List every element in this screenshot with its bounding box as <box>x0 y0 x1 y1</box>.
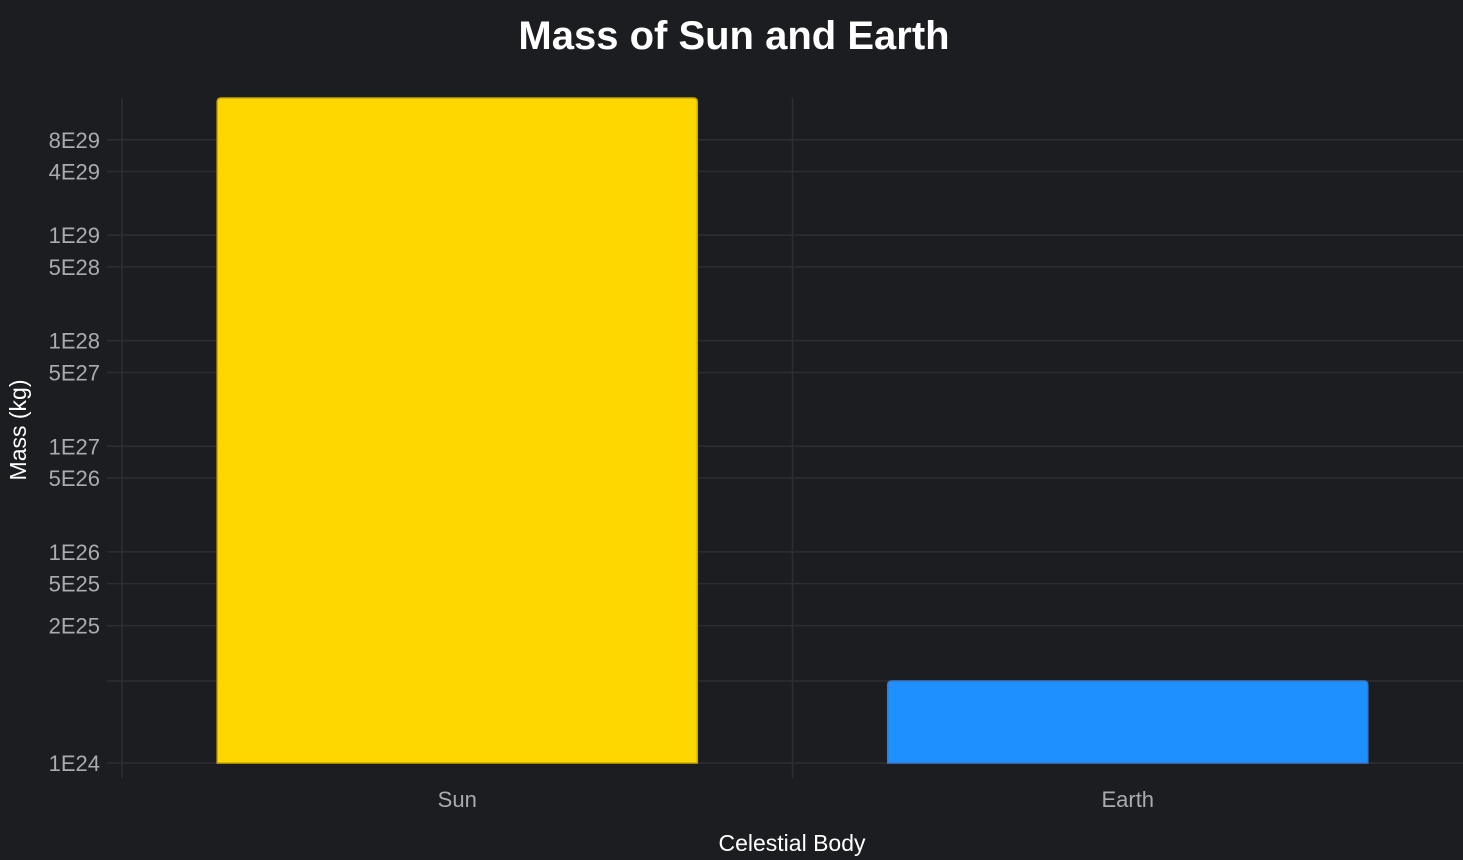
bar-sun <box>216 97 699 764</box>
y-tick-label: 1E24 <box>49 751 100 776</box>
y-tick-label: 1E28 <box>49 329 100 354</box>
y-axis-title: Mass (kg) <box>5 380 31 481</box>
bar-layer <box>216 97 1369 764</box>
x-tick-label: Earth <box>1101 787 1154 812</box>
x-axis-title: Celestial Body <box>718 830 866 856</box>
bar-earth <box>886 680 1369 764</box>
y-tick-label: 5E27 <box>49 360 100 385</box>
tick-layer: 1E24 2E25 5E25 1E26 5E26 1E27 5E27 1E28 5E28 1E29… <box>49 128 1154 812</box>
y-tick-label: 1E29 <box>49 223 100 248</box>
y-tick-label: 5E25 <box>49 572 100 597</box>
y-tick-label: 8E29 <box>49 128 100 153</box>
y-tick-label: 1E27 <box>49 434 100 459</box>
y-tick-label: 5E28 <box>49 255 100 280</box>
y-tick-label: 2E25 <box>49 614 100 639</box>
y-tick-label: 4E29 <box>49 160 100 185</box>
y-tick-label: 1E26 <box>49 540 100 565</box>
y-tick-label: 5E26 <box>49 466 100 491</box>
x-tick-label: Sun <box>438 787 477 812</box>
chart-title: Mass of Sun and Earth <box>518 14 949 58</box>
